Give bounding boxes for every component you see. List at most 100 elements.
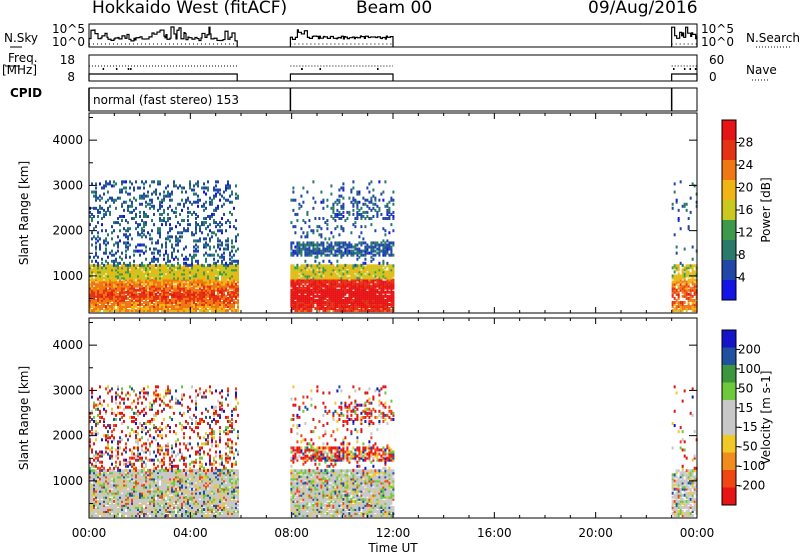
power-cell: [344, 305, 347, 309]
power-cell: [137, 307, 139, 311]
power-cell: [177, 270, 179, 274]
power-cell: [372, 309, 375, 313]
power-cell: [330, 231, 333, 235]
power-cell: [183, 264, 185, 268]
vel-cell: [107, 507, 109, 511]
power-cell: [229, 296, 231, 300]
power-cell: [298, 206, 301, 210]
power-cell: [153, 296, 155, 300]
power-cell: [356, 210, 359, 214]
power-cell: [374, 249, 377, 253]
power-cell: [221, 307, 223, 311]
vel-cell: [105, 487, 107, 491]
power-cell: [358, 255, 361, 259]
power-cell: [139, 286, 141, 290]
power-cell: [223, 272, 225, 276]
power-cell: [207, 274, 209, 278]
power-cell: [215, 302, 217, 306]
power-cell: [219, 286, 221, 290]
vel-cell: [107, 446, 109, 450]
power-cell: [105, 180, 107, 184]
power-cell: [368, 200, 371, 204]
power-cell: [356, 270, 359, 274]
vel-cell: [123, 491, 125, 495]
power-cell: [302, 268, 305, 272]
power-cell: [304, 302, 307, 306]
power-cell: [203, 282, 205, 286]
power-cell: [687, 278, 690, 282]
power-cell: [354, 298, 357, 302]
power-cell: [229, 276, 231, 280]
power-cell: [161, 294, 163, 298]
power-cell: [189, 270, 191, 274]
power-cell: [145, 200, 147, 204]
power-cell: [322, 292, 325, 296]
power-cell: [173, 290, 175, 294]
power-cell: [235, 284, 237, 288]
power-cell: [163, 288, 165, 292]
power-cell: [211, 305, 213, 309]
power-cell: [231, 284, 233, 288]
power-cell: [149, 286, 151, 290]
power-cell: [332, 305, 335, 309]
power-cell: [215, 264, 217, 268]
power-cell: [135, 221, 137, 225]
power-cell: [113, 278, 115, 282]
power-cell: [203, 243, 205, 247]
power-cell: [139, 278, 141, 282]
power-cell: [179, 264, 181, 268]
power-cell: [336, 249, 339, 253]
power-cell: [308, 247, 311, 251]
vel-cell: [95, 499, 97, 503]
power-cell: [131, 298, 133, 302]
power-cell: [330, 214, 333, 218]
power-cell: [671, 206, 674, 210]
power-cell: [97, 272, 99, 276]
power-cell: [388, 272, 391, 276]
power-cell: [348, 294, 351, 298]
power-cell: [165, 243, 167, 247]
power-cell: [330, 286, 333, 290]
vel-cell: [117, 385, 119, 389]
power-cell: [177, 307, 179, 311]
power-ytick-label: 1000: [52, 269, 83, 283]
power-cell: [161, 268, 163, 272]
power-cell: [354, 309, 357, 313]
power-cell: [332, 288, 335, 292]
power-cell: [175, 235, 177, 239]
nave-dip: [301, 68, 303, 70]
power-cell: [233, 286, 235, 290]
power-cell: [318, 298, 321, 302]
cpid-panel-frame: [88, 87, 698, 112]
power-cell: [322, 294, 325, 298]
vel-cell: [95, 485, 97, 489]
power-cell: [368, 206, 371, 210]
power-cell: [358, 290, 361, 294]
vel-cell: [93, 454, 95, 458]
power-cell: [328, 296, 331, 300]
vel-cell: [121, 510, 123, 514]
power-cell: [219, 307, 221, 311]
vel-cell: [125, 483, 127, 487]
power-cell: [193, 239, 195, 243]
power-cell: [306, 270, 309, 274]
power-cell: [147, 286, 149, 290]
power-cell: [392, 305, 395, 309]
power-cell: [181, 286, 183, 290]
power-cell: [109, 307, 111, 311]
power-cell: [201, 204, 203, 208]
power-cell: [342, 300, 345, 304]
power-cell: [115, 298, 117, 302]
power-cell: [683, 268, 686, 272]
vel-cell: [103, 510, 105, 514]
power-cell: [386, 278, 389, 282]
power-cell: [107, 255, 109, 259]
power-cell: [107, 261, 109, 265]
power-cell: [346, 288, 349, 292]
power-cell: [167, 309, 169, 313]
vel-cell: [129, 495, 131, 499]
power-cell: [370, 245, 373, 249]
power-cell: [362, 196, 365, 200]
power-cell: [179, 184, 181, 188]
power-cell: [294, 307, 297, 311]
